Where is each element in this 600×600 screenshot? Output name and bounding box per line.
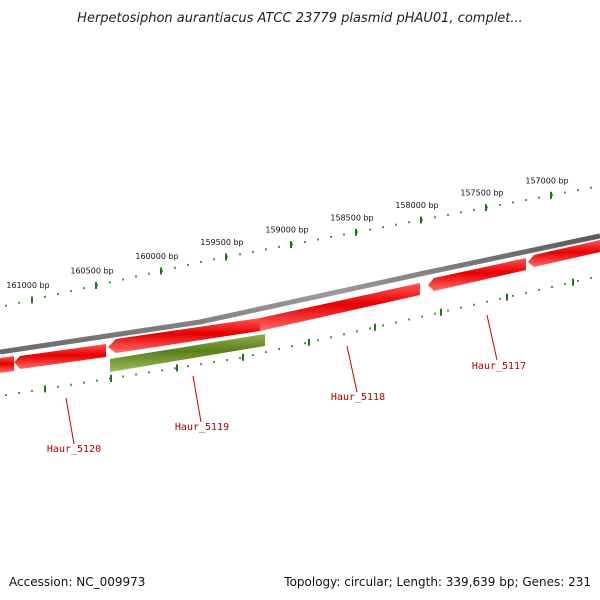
gene-leader-line: [346, 345, 358, 393]
ruler-tick-label: 157000 bp: [525, 176, 568, 185]
ruler-tick-label: 159500 bp: [200, 238, 243, 247]
ruler-tick-label: 159000 bp: [265, 226, 308, 235]
gene-arrow: [428, 258, 526, 291]
ruler-tick-label: 161000 bp: [6, 281, 49, 290]
accession-text: Accession: NC_009973: [9, 575, 145, 589]
gene-label: Haur_5119: [175, 422, 229, 433]
ruler-tick-label: 157500 bp: [460, 189, 503, 198]
plasmid-backbone: [0, 233, 600, 355]
ruler-tick-label: 158500 bp: [330, 213, 373, 222]
gene-arrow: [528, 240, 600, 267]
ruler-tick-label: 160000 bp: [135, 252, 178, 261]
gene-arrow: [0, 356, 14, 373]
gene-label: Haur_5117: [472, 361, 526, 372]
map-title: Herpetosiphon aurantiacus ATCC 23779 pla…: [77, 11, 523, 26]
inner-ruler: [5, 277, 592, 397]
outer-ruler: 161000 bp 160500 bp 160000 bp 159500 bp 1590…: [5, 176, 592, 307]
gene-haur-5117[interactable]: Haur_5117: [428, 240, 600, 372]
topology-summary: Topology: circular; Length: 339,639 bp; …: [283, 575, 591, 589]
gene-leader-line: [192, 375, 202, 423]
ruler-tick-label: 160500 bp: [70, 267, 113, 276]
gene-arrow: [108, 318, 260, 353]
gene-arrow: [110, 334, 265, 372]
ruler-tick-label: 158000 bp: [395, 201, 438, 210]
gene-leader-line: [486, 314, 498, 361]
gene-label: Haur_5118: [331, 392, 385, 403]
gene-haur-5120[interactable]: Haur_5120: [0, 344, 106, 455]
gene-haur-5119[interactable]: Haur_5119: [110, 334, 265, 433]
gene-arrow: [260, 283, 420, 331]
gene-haur-5118[interactable]: Haur_5118: [108, 283, 420, 403]
gene-arrow: [14, 344, 106, 369]
gene-label: Haur_5120: [47, 444, 101, 455]
gene-leader-line: [65, 397, 75, 445]
